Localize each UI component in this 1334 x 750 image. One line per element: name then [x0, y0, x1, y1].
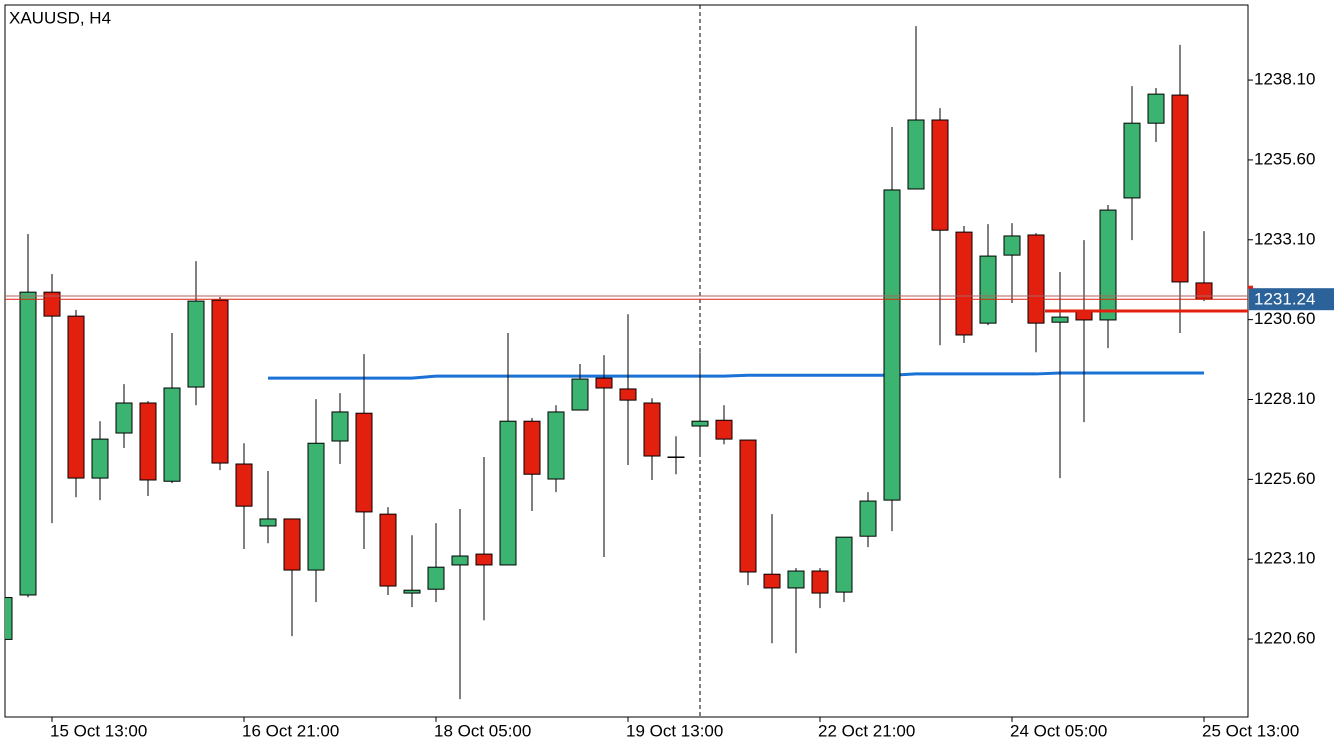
- candle-body: [379, 513, 397, 587]
- y-tick-label: 1223.10: [1254, 549, 1315, 568]
- candle-body: [979, 255, 997, 324]
- x-tick-label: 15 Oct 13:00: [50, 721, 147, 740]
- candle-body: [955, 231, 973, 336]
- plot-area: [5, 26, 1248, 700]
- candle-body: [1027, 234, 1045, 324]
- candle-body: [475, 553, 493, 566]
- x-tick-label: 18 Oct 05:00: [434, 721, 531, 740]
- candle-body: [931, 119, 949, 231]
- candle-body: [619, 388, 637, 401]
- candle-body: [331, 411, 349, 442]
- y-tick-label: 1220.60: [1254, 629, 1315, 648]
- candle-body: [811, 570, 829, 594]
- candle-body: [1123, 122, 1141, 199]
- candle-body: [355, 412, 373, 513]
- y-tick-label: 1233.10: [1254, 229, 1315, 248]
- candle-body: [571, 378, 589, 411]
- x-tick-label: 22 Oct 21:00: [818, 721, 915, 740]
- chart-title: XAUUSD, H4: [9, 8, 111, 27]
- candle-body: [787, 570, 805, 589]
- candle-body: [19, 291, 37, 596]
- candle-body: [1003, 235, 1021, 256]
- candle-body: [715, 419, 733, 440]
- candle-body: [211, 299, 229, 464]
- candle-body: [667, 456, 685, 458]
- candle-body: [307, 442, 325, 571]
- candle-body: [259, 518, 277, 527]
- candle-body: [883, 189, 901, 501]
- candle-body: [1075, 311, 1093, 321]
- candle-body: [283, 518, 301, 571]
- candle-body: [1147, 93, 1165, 124]
- x-tick-label: 16 Oct 21:00: [242, 721, 339, 740]
- candle-body: [907, 119, 925, 190]
- candle-body: [115, 402, 133, 434]
- candle-body: [643, 402, 661, 457]
- candle-body: [163, 387, 181, 482]
- ma-line: [268, 371, 1204, 380]
- y-tick-label: 1238.10: [1254, 70, 1315, 89]
- candle-body: [739, 439, 757, 573]
- price-label: 1231.24: [1254, 290, 1315, 309]
- candle-body: [1051, 316, 1069, 323]
- candle-body: [1171, 94, 1189, 283]
- candle-body: [523, 420, 541, 475]
- candle-body: [5, 597, 13, 640]
- candle-body: [451, 555, 469, 566]
- x-tick-label: 25 Oct 13:00: [1202, 721, 1299, 740]
- candle-body: [139, 402, 157, 481]
- candle-body: [67, 315, 85, 479]
- candle-body: [43, 291, 61, 317]
- candle-body: [187, 300, 205, 388]
- candle-body: [499, 420, 517, 566]
- y-tick-label: 1225.60: [1254, 469, 1315, 488]
- candle-body: [835, 536, 853, 593]
- candle-body: [91, 438, 109, 479]
- y-tick-label: 1235.60: [1254, 149, 1315, 168]
- candle-body: [547, 411, 565, 480]
- candle-body: [403, 589, 421, 594]
- candle-body: [595, 377, 613, 389]
- candle-body: [427, 566, 445, 590]
- candle-body: [763, 573, 781, 589]
- y-tick-label: 1228.10: [1254, 389, 1315, 408]
- price-box: [1249, 288, 1334, 311]
- candle-body: [235, 463, 253, 507]
- candle-body: [1195, 282, 1213, 300]
- candle-body: [1099, 209, 1117, 321]
- x-tick-label: 19 Oct 13:00: [626, 721, 723, 740]
- candle-body: [859, 500, 877, 537]
- candle-body: [691, 420, 709, 427]
- y-tick-label: 1230.60: [1254, 309, 1315, 328]
- x-tick-label: 24 Oct 05:00: [1010, 721, 1107, 740]
